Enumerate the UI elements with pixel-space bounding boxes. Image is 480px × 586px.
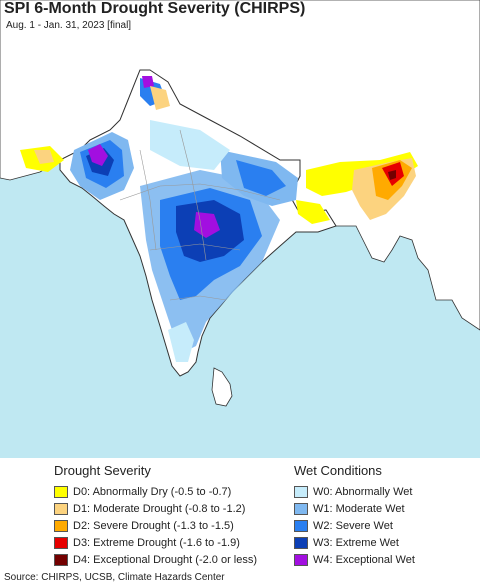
- drought-d1-north: [150, 86, 170, 110]
- swatch-d2: [54, 520, 68, 532]
- legend-item-w1: W1: Moderate Wet: [294, 501, 415, 517]
- map-subtitle: Aug. 1 - Jan. 31, 2023 [final]: [6, 20, 132, 31]
- wet-w1-south: [168, 322, 194, 362]
- wet-w0-plains: [150, 120, 230, 170]
- swatch-w3: [294, 537, 308, 549]
- swatch-w1: [294, 503, 308, 515]
- swatch-d0: [54, 486, 68, 498]
- drought-anomalies: [20, 86, 418, 224]
- drought-d1-northwest: [34, 150, 54, 164]
- swatch-w4: [294, 554, 308, 566]
- legend-label-w2: W2: Severe Wet: [313, 520, 393, 532]
- wet-w2-east: [236, 160, 286, 196]
- legend-label-w3: W3: Extreme Wet: [313, 537, 399, 549]
- source-credit: Source: CHIRPS, UCSB, Climate Hazards Ce…: [4, 572, 225, 583]
- legend-item-d4: D4: Exceptional Drought (-2.0 or less): [54, 552, 257, 568]
- admin-boundaries: [119, 129, 281, 301]
- swatch-d3: [54, 537, 68, 549]
- wet-legend: Wet Conditions W0: Abnormally Wet W1: Mo…: [294, 458, 415, 569]
- legend-item-d2: D2: Severe Drought (-1.3 to -1.5): [54, 518, 257, 534]
- wet-anomalies: [70, 76, 298, 362]
- drought-legend: Drought Severity D0: Abnormally Dry (-0.…: [54, 458, 257, 569]
- wet-w4-central: [194, 212, 220, 238]
- legend-label-d3: D3: Extreme Drought (-1.6 to -1.9): [73, 537, 240, 549]
- drought-legend-heading: Drought Severity: [54, 463, 151, 478]
- legend-label-d0: D0: Abnormally Dry (-0.5 to -0.7): [73, 486, 232, 498]
- swatch-w0: [294, 486, 308, 498]
- legend-label-d1: D1: Moderate Drought (-0.8 to -1.2): [73, 503, 246, 515]
- legend-label-d2: D2: Severe Drought (-1.3 to -1.5): [73, 520, 234, 532]
- map-panel: SPI 6-Month Drought Severity (CHIRPS) Au…: [0, 0, 480, 458]
- wet-legend-heading: Wet Conditions: [294, 463, 382, 478]
- map-svg: [0, 0, 480, 458]
- legend-item-d0: D0: Abnormally Dry (-0.5 to -0.7): [54, 484, 257, 500]
- legend-item-d1: D1: Moderate Drought (-0.8 to -1.2): [54, 501, 257, 517]
- legend: Drought Severity D0: Abnormally Dry (-0.…: [0, 458, 480, 570]
- drought-d4-northeast: [388, 170, 396, 180]
- drought-d0-east-coast: [296, 200, 330, 224]
- legend-item-w0: W0: Abnormally Wet: [294, 484, 415, 500]
- swatch-d1: [54, 503, 68, 515]
- legend-item-w3: W3: Extreme Wet: [294, 535, 415, 551]
- wet-w4-northwest: [88, 144, 108, 166]
- legend-item-w2: W2: Severe Wet: [294, 518, 415, 534]
- sri-lanka: [211, 367, 233, 407]
- legend-label-w4: W4: Exceptional Wet: [313, 554, 415, 566]
- legend-item-w4: W4: Exceptional Wet: [294, 552, 415, 568]
- legend-item-d3: D3: Extreme Drought (-1.6 to -1.9): [54, 535, 257, 551]
- map-title: SPI 6-Month Drought Severity (CHIRPS): [4, 0, 306, 17]
- swatch-d4: [54, 554, 68, 566]
- legend-label-w0: W0: Abnormally Wet: [313, 486, 413, 498]
- legend-label-w1: W1: Moderate Wet: [313, 503, 405, 515]
- legend-label-d4: D4: Exceptional Drought (-2.0 or less): [73, 554, 258, 566]
- wet-w4-north: [142, 76, 154, 88]
- swatch-w2: [294, 520, 308, 532]
